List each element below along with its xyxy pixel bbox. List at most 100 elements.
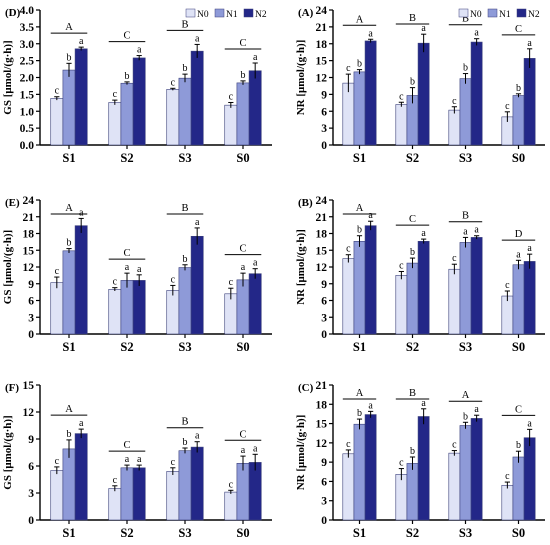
bar bbox=[248, 70, 262, 146]
y-axis-label: GS [μmol/(g·h)] bbox=[2, 230, 14, 304]
bar bbox=[50, 282, 64, 335]
group-letter: A bbox=[356, 388, 364, 399]
bar bbox=[342, 82, 355, 146]
significance-letter: c bbox=[113, 475, 118, 486]
y-tick-label: 9 bbox=[28, 279, 34, 291]
significance-letter: b bbox=[183, 254, 188, 265]
bar bbox=[132, 467, 146, 521]
significance-letter: b bbox=[410, 247, 415, 258]
y-axis-label: GS [μmol/(g·h)] bbox=[2, 415, 14, 489]
significance-letter: a bbox=[463, 226, 468, 237]
y-tick-label: 0.5 bbox=[20, 123, 35, 135]
y-tick-label: 4.0 bbox=[20, 5, 35, 17]
bar bbox=[120, 280, 134, 335]
bar bbox=[395, 275, 408, 335]
x-tick-label: S1 bbox=[353, 151, 366, 165]
x-tick-label: S3 bbox=[459, 340, 472, 354]
bar bbox=[62, 250, 76, 335]
y-tick-label: 2.0 bbox=[20, 73, 35, 85]
bar bbox=[395, 474, 408, 521]
significance-letter: a bbox=[79, 36, 84, 47]
y-tick-label: 3 bbox=[321, 496, 327, 508]
y-tick-label: 12 bbox=[316, 262, 328, 274]
x-tick-label: S1 bbox=[62, 151, 75, 165]
x-tick-label: S0 bbox=[236, 340, 249, 354]
y-tick-label: 9 bbox=[28, 434, 34, 446]
bar bbox=[470, 237, 483, 335]
significance-letter: b bbox=[125, 71, 130, 82]
y-tick-label: 24 bbox=[316, 5, 328, 17]
y-tick-label: 9 bbox=[321, 279, 327, 291]
x-tick-label: S1 bbox=[62, 526, 75, 540]
y-tick-label: 15 bbox=[316, 56, 328, 68]
bar bbox=[248, 462, 262, 521]
y-tick-label: 0 bbox=[321, 515, 327, 527]
significance-letter: c bbox=[55, 266, 60, 277]
significance-letter: a bbox=[527, 243, 532, 254]
y-tick-label: 3.0 bbox=[20, 39, 35, 51]
x-tick-label: S3 bbox=[459, 151, 472, 165]
y-tick-label: 3 bbox=[321, 123, 327, 135]
y-axis-label: NR [μmol/(g·h)] bbox=[295, 229, 307, 305]
significance-letter: c bbox=[229, 91, 234, 102]
bar bbox=[108, 289, 122, 335]
x-tick-label: S1 bbox=[62, 340, 75, 354]
y-axis-label: GS [μmol/(g·h)] bbox=[2, 40, 14, 114]
bar bbox=[523, 437, 536, 521]
significance-letter: b bbox=[357, 408, 362, 419]
significance-letter: b bbox=[463, 411, 468, 422]
y-tick-label: 6 bbox=[28, 296, 34, 308]
panel-tag: (D) bbox=[5, 7, 21, 19]
y-tick-label: 18 bbox=[316, 39, 328, 51]
significance-letter: a bbox=[137, 454, 142, 465]
bar bbox=[448, 109, 461, 146]
bar bbox=[448, 268, 461, 335]
significance-letter: c bbox=[229, 479, 234, 490]
y-tick-label: 3.5 bbox=[20, 22, 35, 34]
panel-tag: (C) bbox=[298, 382, 314, 394]
y-tick-label: 1.0 bbox=[20, 106, 35, 118]
x-tick-label: S3 bbox=[459, 526, 472, 540]
bar bbox=[108, 102, 122, 146]
significance-letter: a bbox=[516, 249, 521, 260]
significance-letter: b bbox=[183, 63, 188, 74]
y-tick-label: 18 bbox=[316, 229, 328, 241]
y-tick-label: 6 bbox=[321, 296, 327, 308]
significance-letter: a bbox=[253, 258, 258, 269]
y-axis-label: NR [μmol/(g·h)] bbox=[295, 415, 307, 491]
significance-letter: a bbox=[241, 262, 246, 273]
significance-letter: b bbox=[516, 83, 521, 94]
bar bbox=[132, 280, 146, 335]
y-tick-label: 15 bbox=[23, 245, 35, 257]
bar bbox=[342, 258, 355, 335]
significance-letter: a bbox=[368, 210, 373, 221]
bar bbox=[353, 423, 366, 521]
group-letter: C bbox=[123, 248, 130, 259]
significance-letter: c bbox=[55, 86, 60, 97]
x-tick-label: S3 bbox=[178, 340, 191, 354]
significance-letter: a bbox=[195, 33, 200, 44]
legend-label: N0 bbox=[470, 10, 482, 20]
significance-letter: a bbox=[253, 443, 258, 454]
y-tick-label: 3 bbox=[321, 312, 327, 324]
y-tick-label: 3 bbox=[28, 312, 34, 324]
significance-letter: a bbox=[527, 38, 532, 49]
bar bbox=[132, 57, 146, 146]
legend-swatch bbox=[185, 8, 196, 18]
bar bbox=[62, 69, 76, 146]
bar bbox=[108, 488, 122, 521]
x-tick-label: S1 bbox=[353, 526, 366, 540]
group-letter: C bbox=[123, 31, 130, 42]
group-letter: B bbox=[181, 417, 188, 428]
bar bbox=[224, 104, 238, 146]
significance-letter: a bbox=[125, 454, 130, 465]
panel-tag: (B) bbox=[298, 197, 313, 209]
panel-tag: (E) bbox=[5, 197, 20, 209]
group-letter: B bbox=[181, 203, 188, 214]
bar bbox=[512, 456, 525, 521]
bar bbox=[364, 414, 377, 521]
x-tick-label: S2 bbox=[406, 151, 419, 165]
y-tick-label: 12 bbox=[23, 407, 35, 419]
legend-swatch bbox=[458, 8, 469, 18]
significance-letter: c bbox=[171, 457, 176, 468]
